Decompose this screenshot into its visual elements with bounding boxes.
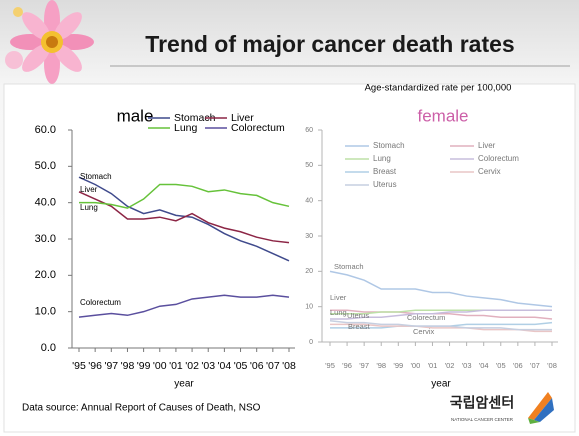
x-tick-label: '07	[266, 360, 280, 372]
x-tick-label: '04	[479, 361, 489, 370]
x-tick-label: '06	[513, 361, 523, 370]
x-tick-label: '01	[428, 361, 438, 370]
legend-label: Breast	[373, 167, 397, 176]
x-tick-label: '00	[410, 361, 420, 370]
line-label: Colorectum	[80, 298, 121, 307]
series-line	[329, 320, 552, 331]
line-label: Lung	[330, 308, 347, 317]
x-tick-label: '98	[121, 360, 135, 372]
flower-decoration	[5, 0, 94, 84]
logo-caption: NATIONAL CANCER CENTER	[451, 417, 514, 422]
line-label: Uterus	[347, 311, 369, 320]
x-tick-label: '99	[393, 361, 403, 370]
x-tick-label: '08	[547, 361, 557, 370]
line-label: Breast	[348, 322, 371, 331]
chart: 0 10 20 30 40 50 60 '95 '96 '97 '98 '99 '00 '01 '02 '03…	[305, 106, 558, 390]
chart-title: female	[417, 106, 468, 125]
y-tick-label: 40	[305, 198, 313, 205]
x-tick-label: '03	[201, 360, 215, 372]
x-tick-label: '95	[72, 360, 86, 372]
legend-label: Stomach	[373, 141, 405, 150]
subtitle: Age-standardized rate per 100,000	[365, 83, 512, 94]
line-label: Liver	[80, 185, 98, 194]
legend-label: Uterus	[373, 180, 397, 189]
chart: male 0.0 10.0 20.0 30.0 40.0 50.0 60.0 '95'96'97…	[35, 106, 296, 389]
legend-label: Stomach	[174, 112, 216, 124]
x-tick-label: '08	[282, 360, 296, 372]
x-tick-label: '01	[169, 360, 183, 372]
series-line	[78, 294, 290, 318]
x-tick-label: '00	[153, 360, 167, 372]
legend-label: Cervix	[478, 167, 501, 176]
x-tick-label: '07	[530, 361, 540, 370]
y-tick-label: 50	[305, 162, 313, 169]
line-label: Cervix	[413, 327, 435, 336]
x-tick-label: '05	[496, 361, 506, 370]
content-panel	[3, 83, 576, 433]
x-tick-label: '96	[342, 361, 352, 370]
x-tick-label: '02	[445, 361, 455, 370]
legend-label: Liver	[478, 141, 496, 150]
x-axis-title: year	[174, 379, 194, 390]
x-tick-label: '96	[88, 360, 102, 372]
slide-title: Trend of major cancer death rates	[145, 31, 514, 57]
y-tick-label: 40.0	[35, 197, 56, 209]
y-tick-label: 60	[305, 127, 313, 134]
series-line	[330, 309, 553, 320]
logo: 국립암센터 NATIONAL CANCER CENTER	[450, 392, 554, 424]
line-label: Lung	[80, 203, 98, 212]
y-tick-label: 10	[305, 304, 313, 311]
charts: male0.010.020.030.040.050.060.0'95'96'97…	[35, 106, 558, 390]
series-line	[78, 176, 290, 262]
x-tick-label: '06	[250, 360, 264, 372]
x-tick-label: '98	[376, 361, 386, 370]
line-label: Stomach	[80, 172, 112, 181]
legend-label: Colorectum	[231, 122, 285, 134]
x-tick-label: '97	[104, 360, 118, 372]
series-line	[79, 183, 290, 209]
data-source: Data source: Annual Report of Causes of …	[22, 403, 261, 414]
y-tick-label: 0.0	[41, 342, 56, 354]
legend-label: Lung	[174, 122, 198, 134]
x-tick-label: '04	[218, 360, 232, 372]
y-tick-label: 30.0	[35, 233, 56, 245]
y-tick-label: 20	[305, 268, 313, 275]
x-tick-label: '99	[137, 360, 151, 372]
line-label: Stomach	[334, 262, 364, 271]
series-line	[329, 270, 553, 308]
y-tick-label: 30	[305, 233, 313, 240]
x-tick-label: '02	[185, 360, 199, 372]
x-tick-label: '03	[462, 361, 472, 370]
x-tick-label: '05	[234, 360, 248, 372]
y-tick-label: 50.0	[35, 160, 56, 172]
logo-text: 국립암센터	[450, 395, 514, 411]
y-tick-label: 0	[309, 339, 313, 346]
x-tick-label: '97	[359, 361, 369, 370]
y-tick-label: 60.0	[35, 124, 56, 136]
x-axis-title: year	[431, 379, 451, 390]
legend-label: Colorectum	[478, 154, 519, 163]
series-line	[330, 309, 552, 320]
chart-title: male	[117, 106, 154, 125]
series-line	[78, 191, 290, 244]
y-tick-label: 20.0	[35, 269, 56, 281]
x-tick-label: '95	[325, 361, 335, 370]
line-label: Liver	[330, 293, 347, 302]
legend-label: Liver	[231, 112, 254, 124]
line-label: Colorectum	[407, 313, 445, 322]
legend-label: Lung	[373, 154, 391, 163]
y-tick-label: 10.0	[35, 306, 56, 318]
chart-body: 0 10 20 30 40 50 60 '95 '96 '97 '98 '99 '00 '01 '02 '03…	[305, 127, 558, 370]
